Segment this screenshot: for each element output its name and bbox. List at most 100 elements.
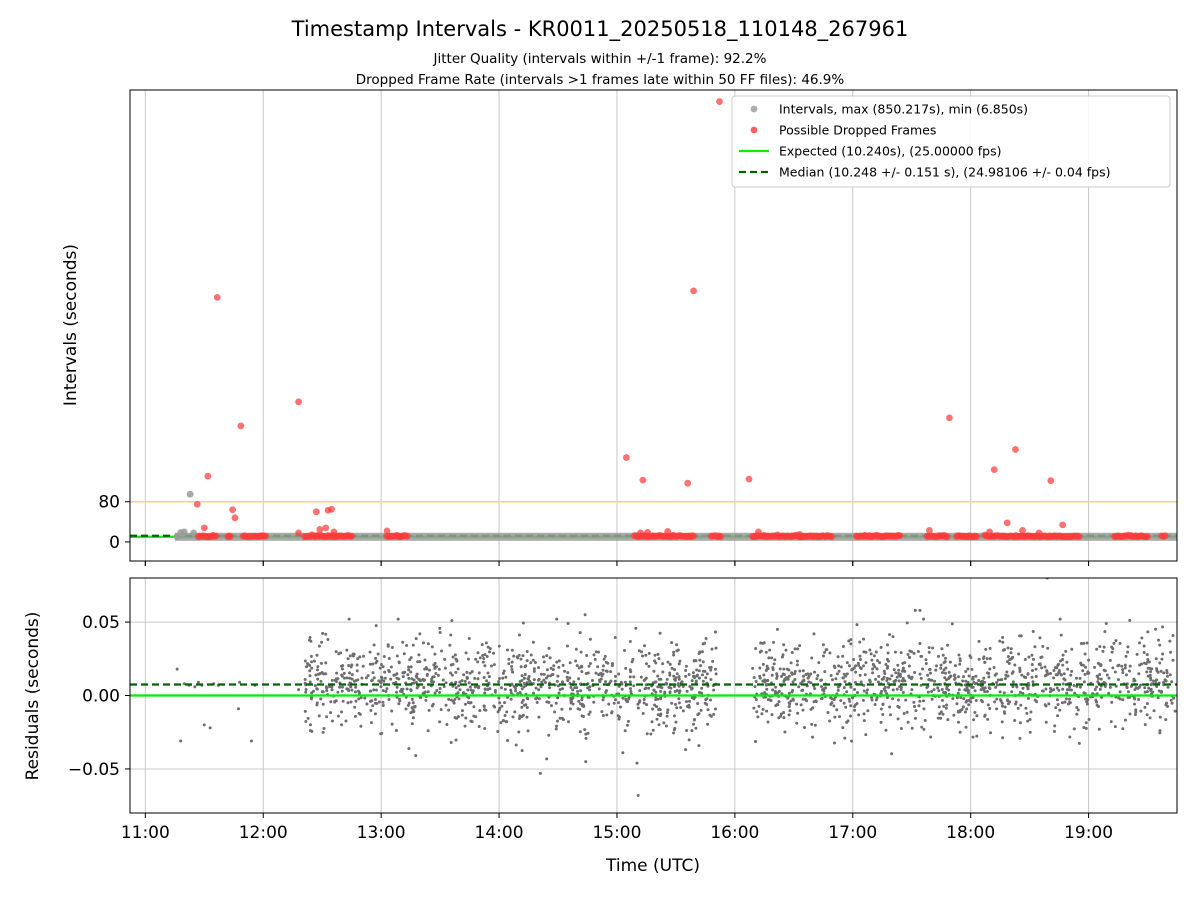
residual-point xyxy=(620,687,624,691)
residual-point xyxy=(605,689,609,693)
residual-point xyxy=(688,699,692,703)
residual-point xyxy=(627,697,631,701)
residual-point xyxy=(571,702,575,706)
residual-point xyxy=(531,658,535,662)
residual-point xyxy=(412,710,416,714)
residual-point xyxy=(943,656,947,660)
residual-point xyxy=(555,617,559,621)
residual-point xyxy=(421,641,425,645)
residual-point xyxy=(879,645,883,649)
residual-point xyxy=(842,672,846,676)
residual-point xyxy=(175,667,179,671)
residual-point xyxy=(510,665,514,669)
residual-point xyxy=(666,708,670,712)
residual-point xyxy=(507,657,511,661)
residual-point xyxy=(985,657,989,661)
residual-point xyxy=(426,729,430,733)
residual-point xyxy=(1143,690,1147,694)
residual-point xyxy=(901,677,905,681)
residual-point xyxy=(1009,657,1013,661)
residual-point xyxy=(979,680,983,684)
residual-point xyxy=(986,703,990,707)
residual-point xyxy=(1010,671,1014,675)
residual-point xyxy=(350,673,354,677)
residual-point xyxy=(525,649,529,653)
residual-point xyxy=(845,690,849,694)
residual-point xyxy=(921,699,925,703)
residual-point xyxy=(913,704,917,708)
residual-point xyxy=(487,675,491,679)
residual-point xyxy=(447,708,451,712)
residual-point xyxy=(849,638,853,642)
residual-point xyxy=(1011,680,1015,684)
residual-point xyxy=(1145,713,1149,717)
residual-point xyxy=(852,666,856,670)
dropped-point xyxy=(231,514,239,522)
chart-subtitle-jitter: Jitter Quality (intervals within +/-1 fr… xyxy=(433,51,767,67)
residual-point xyxy=(639,675,643,679)
top-axes-frame xyxy=(129,89,1178,562)
residual-point xyxy=(330,678,334,682)
residual-point xyxy=(470,670,474,674)
residual-point xyxy=(1052,688,1056,692)
residual-point xyxy=(372,688,376,692)
residual-point xyxy=(677,677,681,681)
residual-point xyxy=(812,632,816,636)
residual-point xyxy=(775,691,779,695)
residual-point xyxy=(368,650,372,654)
residual-point xyxy=(1022,675,1026,679)
residual-point xyxy=(656,713,660,717)
residual-point xyxy=(425,673,429,677)
residual-point xyxy=(616,714,620,718)
residual-point xyxy=(465,675,469,679)
residual-point xyxy=(438,686,442,690)
residual-point xyxy=(837,664,841,668)
residual-point xyxy=(1113,670,1117,674)
residual-point xyxy=(566,671,570,675)
residual-point xyxy=(1095,700,1099,704)
residual-point xyxy=(922,707,926,711)
residual-point xyxy=(509,691,513,695)
residual-point xyxy=(517,653,521,657)
residual-point xyxy=(566,720,570,724)
residual-point xyxy=(677,691,681,695)
residual-point xyxy=(865,691,869,695)
residual-point xyxy=(375,702,379,706)
residual-point xyxy=(925,685,929,689)
residual-point xyxy=(835,708,839,712)
residual-point xyxy=(1098,662,1102,666)
residual-point xyxy=(1075,706,1079,710)
residual-point xyxy=(967,703,971,707)
residual-point xyxy=(924,658,928,662)
dropped-cluster-point xyxy=(717,533,725,541)
residual-point xyxy=(554,701,558,705)
residual-point xyxy=(358,655,362,659)
residual-point xyxy=(945,703,949,707)
residual-point xyxy=(440,649,444,653)
residual-point xyxy=(932,688,936,692)
legend-dropped-label: Possible Dropped Frames xyxy=(779,123,936,138)
residual-point xyxy=(324,661,328,665)
residual-point xyxy=(600,710,604,714)
residual-point xyxy=(376,652,380,656)
residual-point xyxy=(653,703,657,707)
residual-point xyxy=(965,707,969,711)
residual-point xyxy=(713,707,717,711)
residual-point xyxy=(504,675,508,679)
residual-point xyxy=(467,637,471,641)
dropped-cluster-point xyxy=(1161,532,1169,540)
residual-point xyxy=(820,678,824,682)
residual-point xyxy=(922,617,926,621)
residual-point xyxy=(858,640,862,644)
residual-point xyxy=(888,705,892,709)
top-y-axis-label: Intervals (seconds) xyxy=(61,244,81,406)
residual-point xyxy=(907,655,911,659)
residual-point xyxy=(430,645,434,649)
residual-point xyxy=(1165,669,1169,673)
residual-point xyxy=(1068,735,1072,739)
residual-point xyxy=(498,701,502,705)
residual-point xyxy=(1118,697,1122,701)
dropped-cluster-point xyxy=(212,532,220,540)
residual-point xyxy=(427,708,431,712)
x-axis-label: Time (UTC) xyxy=(605,856,700,876)
